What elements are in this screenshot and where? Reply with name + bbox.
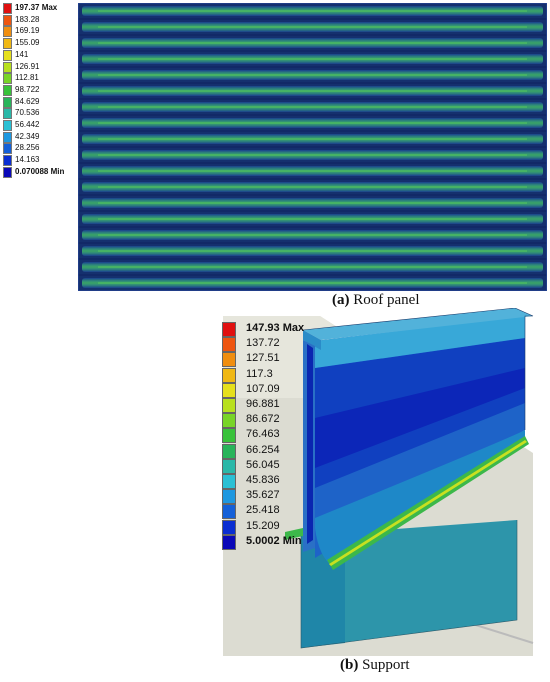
legend-label: 107.09: [246, 382, 280, 395]
legend-swatch: [222, 534, 236, 550]
roof-panel-contour: [78, 3, 547, 291]
legend-swatch: [3, 14, 12, 26]
legend-label: 141: [15, 49, 29, 59]
legend-label: 86.672: [246, 413, 280, 426]
legend-label: 112.81: [15, 73, 39, 83]
legend-swatch: [3, 155, 12, 167]
legend-label: 66.254: [246, 443, 280, 456]
legend-swatch: [3, 61, 12, 73]
legend-label: 147.93 Max: [246, 322, 305, 334]
legend-swatch: [3, 49, 12, 61]
legend-swatch: [3, 96, 12, 108]
legend-swatch: [3, 3, 12, 14]
legend-label: 70.536: [15, 108, 40, 118]
legend-label: 28.256: [15, 143, 40, 153]
legend-label: 76.463: [246, 428, 280, 441]
legend-label: 56.045: [246, 458, 280, 471]
legend-swatch: [222, 398, 236, 413]
legend-label: 169.19: [15, 26, 40, 36]
legend-swatch: [222, 352, 236, 368]
legend-label: 42.349: [15, 131, 40, 141]
roof-panel-stripes: [78, 3, 547, 288]
legend-swatch: [3, 84, 12, 96]
legend-swatch: [222, 367, 236, 383]
legend-swatch: [222, 428, 236, 444]
caption-support: (b) Support: [340, 657, 410, 673]
legend-swatch: [3, 120, 12, 131]
legend-label: 155.09: [15, 38, 40, 48]
legend-label: 45.836: [246, 474, 280, 486]
legend-swatch: [3, 26, 12, 38]
legend-swatch: [222, 489, 236, 505]
legend-swatch: [3, 108, 12, 120]
legend-swatch: [222, 504, 236, 520]
legend-a: 197.37 Max 183.28 169.19 155.09 141 126.91 112…: [3, 3, 83, 183]
legend-swatch: [222, 443, 236, 459]
legend-swatch: [3, 166, 12, 178]
legend-swatch: [222, 413, 236, 429]
legend-label: 0.070088 Min: [15, 166, 65, 176]
legend-label: 98.722: [15, 84, 40, 94]
legend-label: 183.28: [15, 14, 40, 24]
legend-label: 137.72: [246, 337, 280, 350]
legend-label: 127.51: [246, 352, 280, 365]
legend-swatch: [222, 337, 236, 353]
legend-label: 126.91: [15, 61, 40, 71]
legend-label: 197.37 Max: [15, 3, 58, 12]
legend-label: 15.209: [246, 519, 280, 532]
legend-swatch: [3, 38, 12, 50]
support-contour-render: [223, 308, 534, 656]
legend-label: 5.0002 Min: [246, 534, 302, 547]
legend-swatch: [222, 474, 236, 489]
legend-swatch: [3, 131, 12, 143]
legend-label: 14.163: [15, 155, 40, 165]
legend-label: 117.3: [246, 367, 273, 380]
legend-swatch: [3, 143, 12, 155]
legend-label: 35.627: [246, 489, 280, 502]
legend-swatch: [222, 322, 236, 337]
caption-roof-panel: (a) Roof panel: [332, 292, 420, 308]
legend-swatch: [222, 458, 236, 474]
legend-label: 96.881: [246, 398, 280, 410]
legend-swatch: [3, 73, 12, 85]
legend-label: 56.442: [15, 120, 40, 129]
legend-swatch: [222, 519, 236, 535]
legend-b: 147.93 Max 137.72 127.51 117.3 107.09 96.881 8…: [222, 322, 322, 557]
legend-label: 84.629: [15, 96, 40, 106]
legend-swatch: [222, 382, 236, 398]
legend-label: 25.418: [246, 504, 280, 517]
